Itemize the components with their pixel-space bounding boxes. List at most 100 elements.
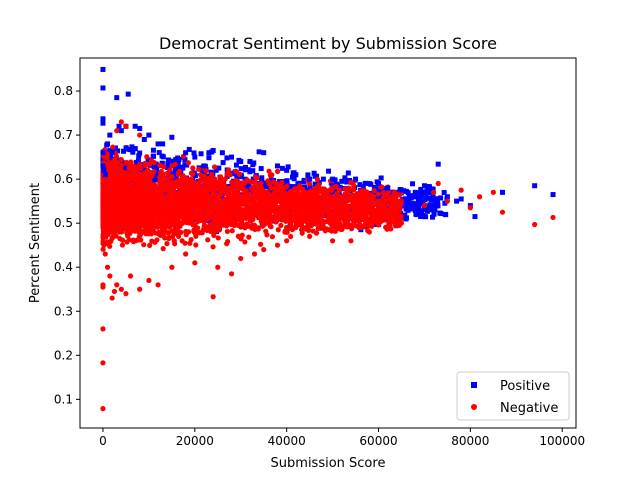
scatter-point	[160, 246, 166, 252]
scatter-point	[143, 181, 150, 187]
scatter-point	[300, 198, 306, 205]
scatter-point	[434, 196, 440, 202]
scatter-point	[157, 204, 163, 210]
scatter-point	[134, 174, 141, 180]
scatter-point	[226, 187, 232, 193]
scatter-point	[121, 148, 127, 154]
scatter-point	[304, 219, 310, 225]
scatter-point	[424, 208, 430, 214]
scatter-point	[299, 230, 305, 236]
scatter-point	[131, 146, 137, 152]
scatter-point	[308, 189, 315, 195]
scatter-point	[418, 186, 424, 192]
scatter-point	[139, 174, 146, 180]
scatter-point	[385, 185, 391, 191]
scatter-point	[242, 239, 248, 245]
scatter-point	[277, 215, 283, 222]
scatter-point	[285, 164, 291, 170]
scatter-point	[249, 196, 255, 202]
scatter-point	[137, 132, 143, 138]
scatter-point	[431, 211, 437, 217]
scatter-point	[179, 238, 185, 244]
scatter-point	[239, 174, 245, 180]
scatter-point	[329, 238, 336, 244]
scatter-point	[361, 223, 367, 229]
scatter-point	[216, 165, 222, 171]
x-tick-label: 60000	[359, 434, 397, 448]
scatter-point	[124, 181, 131, 187]
scatter-point	[130, 149, 136, 155]
scatter-point	[127, 147, 133, 153]
scatter-point	[274, 163, 280, 169]
scatter-point	[120, 181, 126, 187]
scatter-point	[438, 195, 444, 201]
scatter-point	[182, 157, 188, 163]
scatter-point	[124, 160, 130, 166]
scatter-point	[298, 209, 304, 215]
scatter-point	[532, 221, 538, 228]
scatter-point	[419, 189, 425, 195]
y-tick-label: 0.3	[54, 304, 73, 318]
scatter-point	[500, 189, 506, 195]
scatter-point	[380, 190, 386, 196]
scatter-point	[279, 179, 285, 186]
scatter-point	[301, 179, 307, 185]
scatter-point	[113, 153, 120, 159]
scatter-point	[178, 211, 185, 217]
scatter-point	[132, 123, 138, 129]
scatter-point	[154, 222, 160, 229]
legend: Positive Negative	[456, 371, 570, 421]
scatter-point	[225, 238, 231, 245]
scatter-point	[339, 178, 345, 184]
scatter-point	[405, 207, 411, 213]
scatter-point	[118, 128, 124, 134]
legend-negative-marker	[471, 404, 477, 410]
scatter-point	[153, 172, 159, 178]
scatter-point	[313, 221, 319, 227]
scatter-point	[216, 211, 222, 217]
scatter-point	[285, 210, 291, 216]
scatter-point	[398, 220, 405, 226]
scatter-point	[108, 223, 114, 229]
scatter-point	[405, 203, 411, 209]
scatter-point	[147, 161, 153, 167]
scatter-point	[112, 145, 118, 151]
scatter-point	[176, 168, 183, 174]
scatter-point	[228, 271, 235, 277]
scatter-point	[141, 242, 147, 248]
scatter-point	[258, 166, 264, 172]
scatter-point	[216, 227, 223, 233]
scatter-point	[100, 282, 106, 288]
scatter-point	[151, 160, 157, 166]
scatter-point	[123, 123, 129, 129]
scatter-point	[210, 244, 216, 250]
scatter-point	[398, 215, 404, 221]
scatter-point	[257, 192, 263, 198]
scatter-point	[118, 286, 124, 292]
scatter-point	[100, 217, 106, 223]
scatter-point	[121, 221, 128, 227]
scatter-point	[204, 185, 211, 191]
scatter-point	[261, 247, 267, 253]
scatter-point	[186, 229, 192, 235]
scatter-point	[255, 184, 261, 190]
chart-title: Democrat Sentiment by Submission Score	[159, 34, 497, 53]
scatter-point	[233, 178, 240, 184]
scatter-point	[276, 184, 282, 190]
scatter-point	[274, 168, 281, 175]
scatter-point	[103, 224, 109, 230]
scatter-point	[131, 167, 137, 173]
scatter-point	[348, 210, 354, 217]
scatter-point	[147, 187, 153, 193]
scatter-point	[250, 168, 256, 174]
scatter-point	[389, 207, 395, 214]
scatter-point	[375, 191, 381, 197]
y-tick-label: 0.2	[54, 348, 73, 362]
scatter-point	[256, 214, 262, 220]
scatter-point	[384, 192, 391, 198]
scatter-point	[251, 160, 257, 166]
scatter-point	[152, 230, 159, 236]
scatter-point	[100, 183, 106, 190]
scatter-point	[278, 222, 284, 229]
scatter-point	[458, 187, 464, 193]
